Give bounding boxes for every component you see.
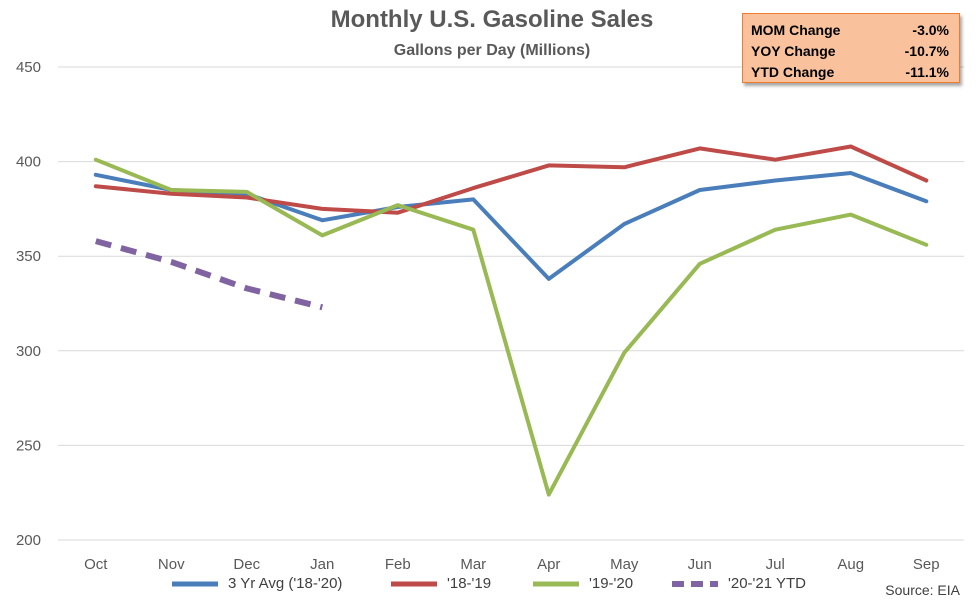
- y-tick-label: 450: [16, 59, 41, 76]
- legend-swatch: [172, 581, 218, 587]
- legend-label: 3 Yr Avg ('18-'20): [228, 575, 343, 592]
- summary-label: MOM Change: [751, 22, 841, 38]
- x-axis-ticks: Oct Nov Dec Jan Feb Mar Apr May Jun Jul Aug Sep: [84, 556, 940, 573]
- y-tick-label: 250: [16, 437, 41, 454]
- x-tick-label: May: [610, 556, 639, 573]
- x-tick-label: Jun: [688, 556, 712, 573]
- x-tick-label: Aug: [837, 556, 864, 573]
- summary-row-mom: MOM Change -3.0%: [751, 22, 949, 42]
- y-tick-label: 350: [16, 248, 41, 265]
- summary-row-yoy: YOY Change -10.7%: [751, 43, 949, 63]
- summary-label: YOY Change: [751, 43, 836, 59]
- chart-title: Monthly U.S. Gasoline Sales: [330, 6, 654, 33]
- summary-row-ytd: YTD Change -11.1%: [751, 64, 949, 84]
- summary-value: -3.0%: [912, 22, 949, 38]
- y-tick-label: 400: [16, 154, 41, 171]
- gridlines: [58, 66, 964, 541]
- summary-value: -11.1%: [905, 64, 949, 80]
- x-tick-label: Nov: [158, 556, 185, 573]
- x-tick-label: Oct: [84, 556, 108, 573]
- series-line-2: [93, 157, 929, 497]
- series-lines: [93, 144, 929, 497]
- x-tick-label: Jan: [310, 556, 334, 573]
- series-line-3: [95, 238, 324, 311]
- x-tick-label: Jul: [766, 556, 785, 573]
- source-note: Source: EIA: [885, 582, 960, 598]
- summary-box: MOM Change -3.0% YOY Change -10.7% YTD C…: [742, 13, 960, 83]
- y-tick-label: 300: [16, 343, 41, 360]
- x-tick-label: Sep: [913, 556, 940, 573]
- x-tick-label: Feb: [385, 556, 411, 573]
- x-tick-label: Apr: [537, 556, 560, 573]
- summary-label: YTD Change: [751, 64, 835, 80]
- legend-label: '20-'21 YTD: [728, 575, 806, 592]
- x-tick-label: Mar: [460, 556, 486, 573]
- legend-swatch: [391, 581, 437, 587]
- legend-swatch: [533, 581, 579, 587]
- chart-subtitle: Gallons per Day (Millions): [393, 42, 591, 59]
- legend-swatch: [672, 581, 718, 587]
- legend-label: '18-'19: [447, 575, 492, 592]
- summary-value: -10.7%: [904, 43, 949, 59]
- x-tick-label: Dec: [233, 556, 260, 573]
- legend-label: '19-'20: [589, 575, 634, 592]
- y-axis-ticks: 200 250 300 350 400 450: [16, 59, 41, 549]
- y-tick-label: 200: [16, 532, 41, 549]
- series-line-1: [93, 144, 929, 215]
